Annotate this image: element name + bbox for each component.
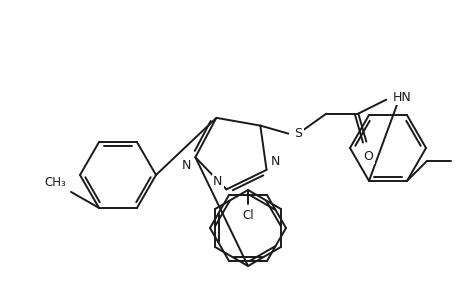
Text: S: S — [294, 127, 302, 140]
Text: HN: HN — [392, 91, 410, 104]
Text: N: N — [213, 175, 222, 188]
Text: N: N — [182, 159, 191, 172]
Text: Cl: Cl — [241, 209, 253, 222]
Text: N: N — [270, 155, 280, 168]
Text: O: O — [363, 150, 372, 163]
Text: CH₃: CH₃ — [44, 176, 66, 189]
